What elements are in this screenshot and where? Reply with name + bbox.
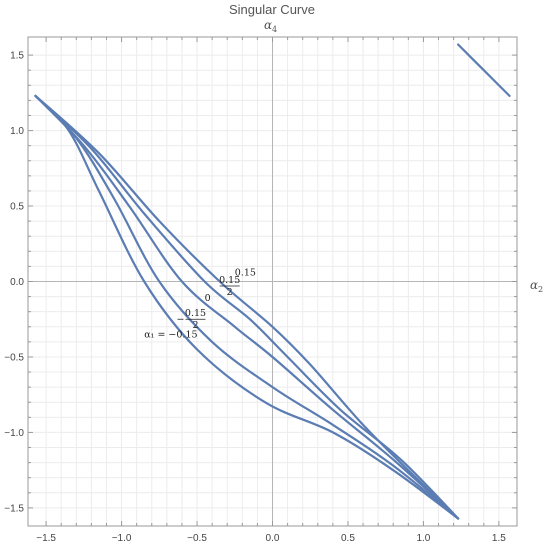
y-tick-label: −0.5: [4, 352, 24, 363]
x-tick-label: −0.5: [187, 533, 207, 544]
chart-title: Singular Curve: [229, 2, 315, 17]
y-tick-label: 1.5: [10, 51, 24, 62]
curve-label: 0.15: [235, 267, 256, 278]
tick-labels: −1.5 −1.0 −0.5 0.0 0.5 1.0 1.5 1.5 1.0 0.5 0.0 −0.5…: [4, 51, 506, 544]
x-tick-label: 0.0: [266, 533, 280, 544]
curve-series-1: [34, 94, 460, 520]
x-axis-label: α 2: [530, 278, 543, 294]
curve-series-3: [34, 94, 460, 520]
y-axis-label-subscript: 4: [272, 25, 277, 34]
fraction-denominator: 2: [192, 320, 198, 331]
x-tick-label: −1.0: [112, 533, 132, 544]
y-tick-label: 1.0: [10, 126, 24, 137]
y-tick-label: 0.5: [10, 202, 24, 213]
curve-label: 0: [205, 293, 211, 304]
curve-label-fraction: 0.152: [219, 275, 240, 298]
curve-series-2: [34, 94, 460, 520]
x-tick-label: 1.5: [492, 533, 506, 544]
x-tick-label: −1.5: [36, 533, 56, 544]
y-axis-label: α 4: [264, 18, 277, 34]
curve-label-fraction: 0.152: [177, 308, 206, 331]
y-tick-label: −1.0: [4, 428, 24, 439]
y-axis-label-symbol: α: [264, 18, 272, 32]
x-tick-label: 1.0: [416, 533, 430, 544]
y-tick-label: 0.0: [10, 277, 24, 288]
curves: [34, 43, 511, 520]
curve-series-6: [457, 43, 511, 97]
curve-label: α₁ = −0.15: [144, 329, 197, 340]
fraction-denominator: 2: [227, 287, 233, 298]
y-tick-label: −1.5: [4, 503, 24, 514]
x-axis-label-subscript: 2: [538, 285, 543, 294]
x-tick-label: 0.5: [341, 533, 355, 544]
fraction-numerator: 0.15: [219, 275, 240, 286]
fraction-numerator: 0.15: [185, 308, 206, 319]
x-axis-label-symbol: α: [530, 278, 538, 292]
zero-axes: [28, 37, 517, 526]
plot-frame: [27, 36, 518, 527]
curve-series-4: [34, 94, 460, 520]
curve-series-5: [34, 94, 460, 520]
